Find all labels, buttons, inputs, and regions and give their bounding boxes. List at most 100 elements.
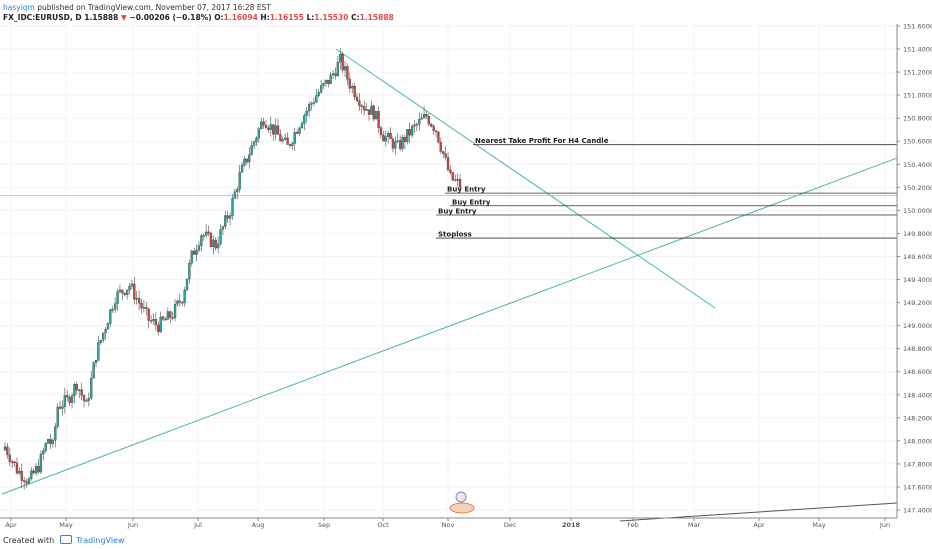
price-chart[interactable]: Nearest Take Profit For H4 Candle Buy Ent… — [0, 24, 932, 530]
candle-body — [336, 61, 340, 77]
candle-body — [49, 439, 52, 444]
time-tick-label: Mar — [688, 521, 701, 529]
candle-body — [348, 78, 351, 89]
price-tick-label: 150.2000 — [903, 184, 932, 192]
price-tick-label: 147.8000 — [903, 460, 932, 468]
candle-body — [260, 121, 263, 129]
candle-body — [305, 110, 308, 116]
high-value: 1.16155 — [269, 13, 304, 22]
candle-body — [92, 362, 95, 379]
candle-body — [377, 111, 380, 128]
candle-body — [334, 73, 337, 77]
candle-body — [442, 151, 445, 154]
candle-body — [111, 309, 114, 311]
candle-body — [85, 400, 88, 402]
candle-body — [284, 137, 287, 140]
candle-body — [288, 144, 292, 146]
candle-body — [30, 470, 33, 479]
candle-body — [51, 440, 55, 444]
candle-body — [236, 189, 239, 192]
tradingview-brand-link[interactable]: TradingView — [76, 536, 125, 545]
candle-body — [286, 137, 289, 145]
candle-body — [185, 278, 189, 291]
candle-body — [94, 360, 98, 363]
price-tick-label: 151.4000 — [903, 46, 932, 54]
candle-body — [312, 102, 316, 104]
candle-body — [142, 307, 146, 309]
candle-body — [11, 461, 14, 463]
candle-body — [106, 323, 110, 330]
candle-body — [97, 342, 100, 361]
price-tick-label: 150.6000 — [903, 138, 932, 146]
time-axis[interactable]: Apr May Jun Jul Aug Sep Oct Nov Dec 2018 Feb Mar Apr… — [5, 518, 890, 529]
candle-body — [310, 103, 313, 105]
candle-body — [68, 396, 71, 403]
candle-body — [327, 79, 330, 84]
candle-body — [375, 111, 378, 120]
candle-body — [427, 116, 431, 125]
candle-body — [403, 136, 407, 142]
candle-body — [396, 140, 399, 142]
candle-body — [267, 127, 270, 130]
candle-body — [365, 109, 368, 111]
candle-body — [252, 141, 256, 146]
candle-body — [264, 124, 268, 129]
price-axis[interactable]: 151.6000 151.4000 151.2000 151.0000 150.8000… — [897, 24, 932, 515]
candle-body — [219, 229, 222, 245]
candle-body — [25, 481, 28, 484]
candle-body — [214, 239, 217, 249]
price-tick-label: 147.4000 — [903, 507, 932, 515]
candle-body — [415, 124, 419, 126]
candle-body — [382, 134, 385, 142]
candle-body — [169, 311, 172, 318]
annotation-label: Stoploss — [438, 231, 472, 239]
candle-body — [90, 377, 93, 399]
price-tick-label: 149.2000 — [903, 299, 932, 307]
price-tick-label: 151.6000 — [903, 24, 932, 31]
candle-body — [394, 141, 397, 149]
candle-body — [257, 128, 260, 139]
candle-body — [104, 329, 107, 334]
candle-body — [34, 466, 38, 474]
candle-body — [317, 92, 320, 96]
candle-body — [296, 131, 299, 134]
candle-body — [307, 104, 311, 112]
candle-body — [133, 283, 136, 300]
candle-body — [140, 302, 143, 309]
candle-body — [42, 450, 45, 455]
candle-body — [351, 86, 354, 89]
candle-body — [398, 140, 402, 149]
candle-body — [346, 66, 349, 80]
candle-body — [401, 136, 404, 149]
candle-body — [255, 137, 258, 142]
time-tick-label: Feb — [627, 521, 639, 529]
candle-body — [154, 319, 158, 326]
price-tick-label: 148.6000 — [903, 368, 932, 376]
symbol-ohlc: FX_IDC:EURUSD, D 1.15888 ▼ −0.00206 (−0.… — [3, 13, 394, 22]
price-tick-label: 149.4000 — [903, 276, 932, 284]
candle-body — [209, 232, 213, 247]
candle-body — [413, 124, 416, 127]
candle-body — [408, 129, 411, 136]
candle-body — [63, 395, 67, 407]
time-tick-label: Apr — [753, 521, 765, 529]
candle-body — [125, 289, 129, 296]
candle-body — [449, 169, 452, 173]
candle-body — [456, 179, 459, 181]
candle-body — [197, 245, 201, 251]
candle-body — [221, 226, 225, 230]
author-link[interactable]: hasyiqm — [3, 3, 35, 12]
candle-body — [212, 239, 215, 247]
candle-body — [3, 446, 7, 451]
candle-body — [245, 158, 249, 163]
candle-body — [355, 96, 359, 101]
candle-body — [339, 53, 342, 63]
candle-body — [444, 153, 447, 158]
time-tick-label: May — [812, 521, 826, 529]
candle-body — [331, 73, 335, 75]
candle-body — [216, 243, 220, 249]
candle-body — [173, 303, 177, 318]
candle-body — [240, 164, 244, 173]
symbol-label: FX_IDC:EURUSD, D — [3, 13, 82, 22]
annotation-lines[interactable]: Nearest Take Profit For H4 Candle Buy Ent… — [436, 137, 897, 239]
